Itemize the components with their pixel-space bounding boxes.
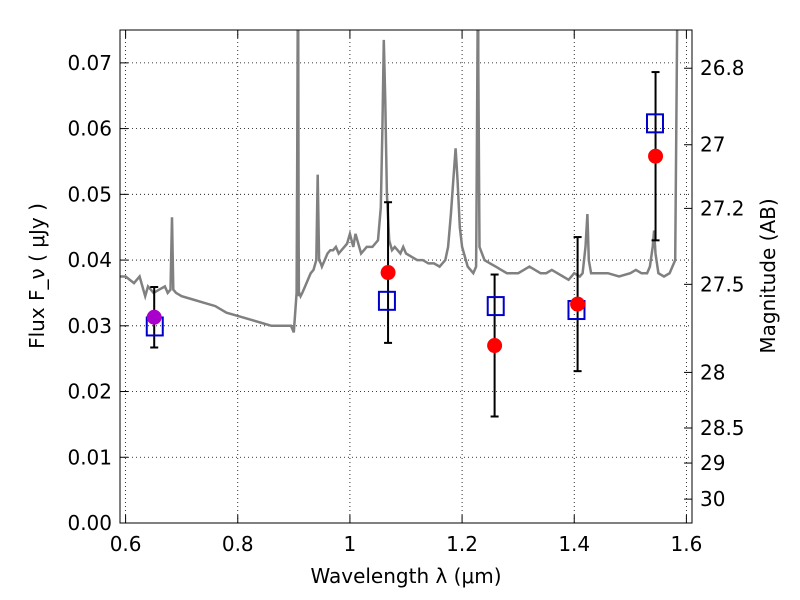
y-axis-label: Flux F_ν ( μJy ): [25, 203, 49, 349]
y2-tick-label: 29: [700, 451, 725, 475]
y-tick-label: 0.00: [67, 511, 112, 535]
y-axis: 0.00 0.01 0.02 0.03 0.04 0.05 0.06 0.07: [67, 51, 128, 535]
y2-tick-label: 26.8: [700, 56, 745, 80]
data-point: [648, 148, 664, 164]
x-tick-label: 1.2: [446, 532, 478, 556]
y-tick-label: 0.03: [67, 314, 112, 338]
y-tick-label: 0.04: [67, 248, 112, 272]
y-tick-label: 0.05: [67, 182, 112, 206]
markers: [145, 71, 664, 418]
x-tick-label: 0.8: [222, 532, 254, 556]
data-point: [487, 338, 503, 354]
y2-axis: 26.8 27 27.2 27.5 28 28.5 29 30: [684, 56, 745, 511]
x-tick-label: 1.4: [558, 532, 590, 556]
grid: [120, 30, 692, 523]
x-axis-label: Wavelength λ (μm): [310, 564, 501, 588]
spectrum-line: [120, 30, 679, 333]
plot-frame: [119, 29, 693, 524]
data-point: [570, 296, 586, 312]
x-tick-label: 1.6: [670, 532, 702, 556]
y2-tick-label: 27.2: [700, 196, 745, 220]
y2-tick-label: 27: [700, 133, 725, 157]
x-tick-label: 0.6: [110, 532, 142, 556]
model-photometry-square: [377, 290, 396, 311]
data-point: [380, 265, 396, 281]
model-photometry-square: [486, 296, 505, 317]
data-point: [146, 309, 162, 325]
model-photometry-square: [645, 113, 664, 134]
x-tick-label: 1: [344, 532, 357, 556]
y-tick-label: 0.02: [67, 380, 112, 404]
plot-area: [120, 30, 679, 333]
y2-tick-label: 28: [700, 360, 725, 384]
y-tick-label: 0.07: [67, 51, 112, 75]
x-axis: 0.6 0.8 1 1.2 1.4 1.6: [110, 30, 702, 556]
y2-tick-label: 28.5: [700, 416, 745, 440]
y-tick-label: 0.01: [67, 445, 112, 469]
y-tick-label: 0.06: [67, 117, 112, 141]
y2-tick-label: 27.5: [700, 272, 745, 296]
y2-axis-label: Magnitude (AB): [756, 198, 780, 353]
y2-tick-label: 30: [700, 487, 725, 511]
